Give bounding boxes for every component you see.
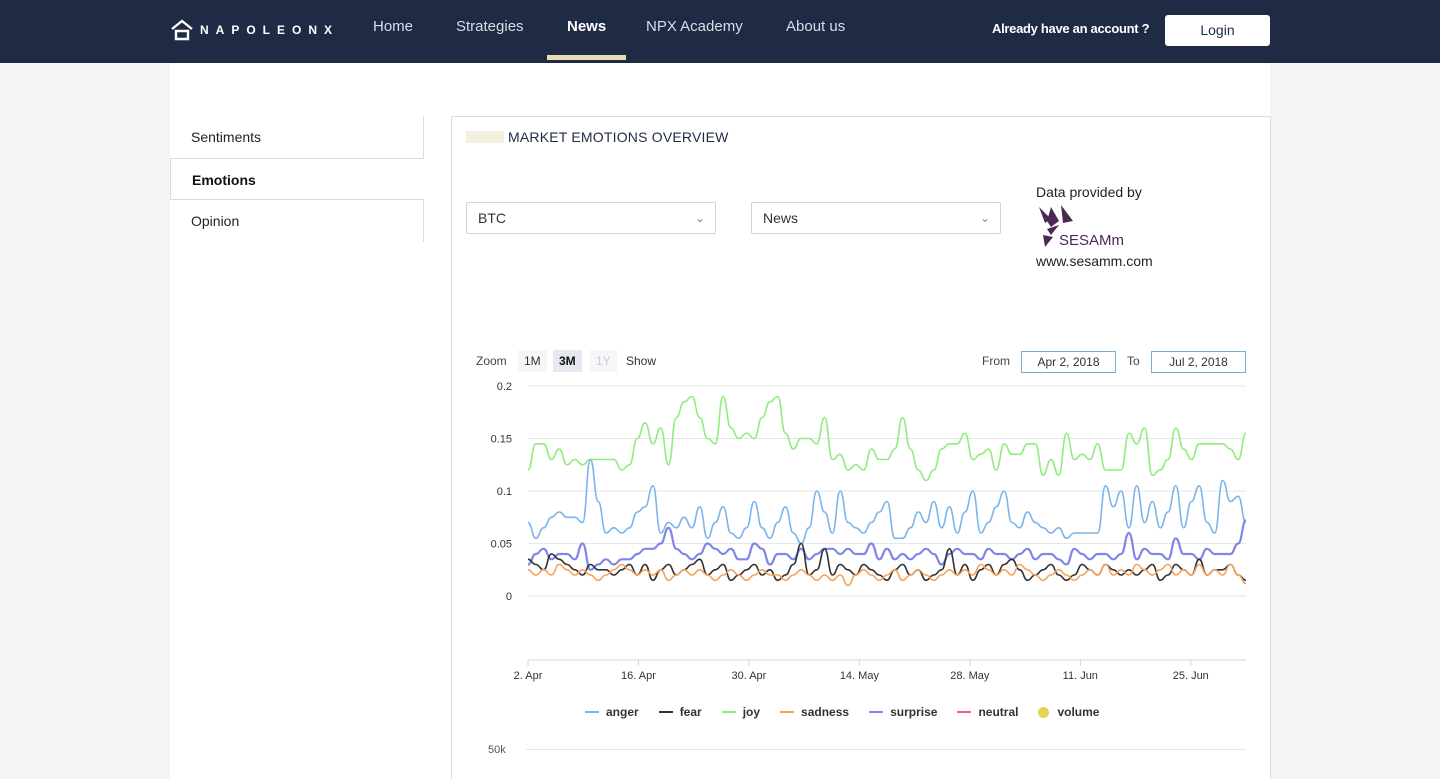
legend-item-volume[interactable]: volume [1038,705,1099,719]
nav-npx-academy[interactable]: NPX Academy [646,18,743,35]
account-prompt: Already have an account ? [992,21,1150,36]
x-tick-label: 2. Apr [514,670,543,682]
zoom-1m-button[interactable]: 1M [518,350,547,372]
series-line-fear [527,542,1247,582]
legend-label: fear [679,705,702,719]
chevron-down-icon: ⌄ [694,211,705,225]
x-tick-label: 16. Apr [621,670,656,682]
from-label: From [982,354,1010,368]
legend-swatch [1038,706,1050,718]
sesamm-logo[interactable]: SESAMm [1037,205,1127,249]
legend-swatch [957,711,972,713]
x-tick-label: 11. Jun [1063,670,1098,682]
legend-item-fear[interactable]: fear [658,705,702,719]
zoom-show-button[interactable]: Show [626,354,657,368]
series-line-joy [527,395,1247,482]
nav-about-us[interactable]: About us [786,18,846,35]
y-tick-label: 0 [506,591,512,603]
legend-item-joy[interactable]: joy [721,705,761,719]
legend-label: joy [742,705,761,719]
to-date-input[interactable]: Jul 2, 2018 [1151,351,1246,373]
panel-title: MARKET EMOTIONS OVERVIEW [508,129,729,145]
series-line-sadness [527,563,1247,587]
series-line-surprise [527,519,1248,571]
y-tick-label: 0.1 [497,486,512,498]
volume-axis-tick: 50k [488,744,506,756]
legend-swatch [780,711,795,713]
login-button[interactable]: Login [1165,15,1270,46]
emotions-line-chart: 0 0.05 0.1 0.15 0.2 2. Apr 16. Apr 30. Apr 14. M… [491,381,1248,682]
legend-label: neutral [978,705,1019,719]
from-date-input[interactable]: Apr 2, 2018 [1021,351,1116,373]
x-tick-label: 14. May [840,670,880,682]
source-select-value: News [763,210,799,226]
volume-gridline [526,749,1246,750]
sidebar-item-opinion[interactable]: Opinion [170,200,424,242]
x-tick-label: 25. Jun [1173,670,1209,682]
sidebar-item-sentiments[interactable]: Sentiments [170,116,424,158]
asset-select-value: BTC [478,210,506,226]
emotions-sidebar: Sentiments Emotions Opinion [170,116,424,242]
y-tick-label: 0.2 [497,381,512,393]
legend-label: surprise [890,705,938,719]
data-provided-label: Data provided by [1036,184,1142,200]
chart-legend: anger fear joy sadness surprise neutral … [585,705,1119,719]
legend-label: sadness [801,705,850,719]
y-tick-label: 0.05 [491,539,512,551]
legend-item-anger[interactable]: anger [585,705,639,719]
x-tick-label: 30. Apr [731,670,766,682]
legend-swatch [721,711,736,713]
legend-item-sadness[interactable]: sadness [780,705,849,719]
legend-label: volume [1057,705,1100,719]
zoom-label: Zoom [476,354,507,368]
provider-url[interactable]: www.sesamm.com [1036,253,1153,269]
source-select[interactable]: News ⌄ [751,202,1001,234]
legend-label: anger [606,705,639,719]
top-navbar: NAPOLEONX Home Strategies News NPX Acade… [0,0,1440,63]
series-line-anger [527,458,1247,545]
zoom-3m-button[interactable]: 3M [553,350,582,372]
brand-name: NAPOLEONX [200,23,340,37]
nav-news[interactable]: News [567,18,607,35]
sesamm-logo-text: SESAMm [1059,232,1124,249]
legend-swatch [658,711,673,713]
asset-select[interactable]: BTC ⌄ [466,202,716,234]
nav-strategies[interactable]: Strategies [456,18,524,35]
active-nav-indicator [547,55,626,60]
house-icon [171,19,193,41]
panel-title-marker [466,131,504,143]
napoleonx-logo[interactable]: NAPOLEONX [170,16,339,44]
x-tick-label: 28. May [950,670,990,682]
legend-item-surprise[interactable]: surprise [869,705,937,719]
nav-home[interactable]: Home [373,18,414,35]
sidebar-item-emotions[interactable]: Emotions [170,158,424,200]
legend-swatch [585,711,599,713]
legend-swatch [869,711,884,713]
legend-item-neutral[interactable]: neutral [957,705,1018,719]
chevron-down-icon: ⌄ [979,211,990,225]
y-tick-label: 0.15 [491,434,512,446]
zoom-1y-button[interactable]: 1Y [590,350,617,372]
to-label: To [1127,354,1140,368]
